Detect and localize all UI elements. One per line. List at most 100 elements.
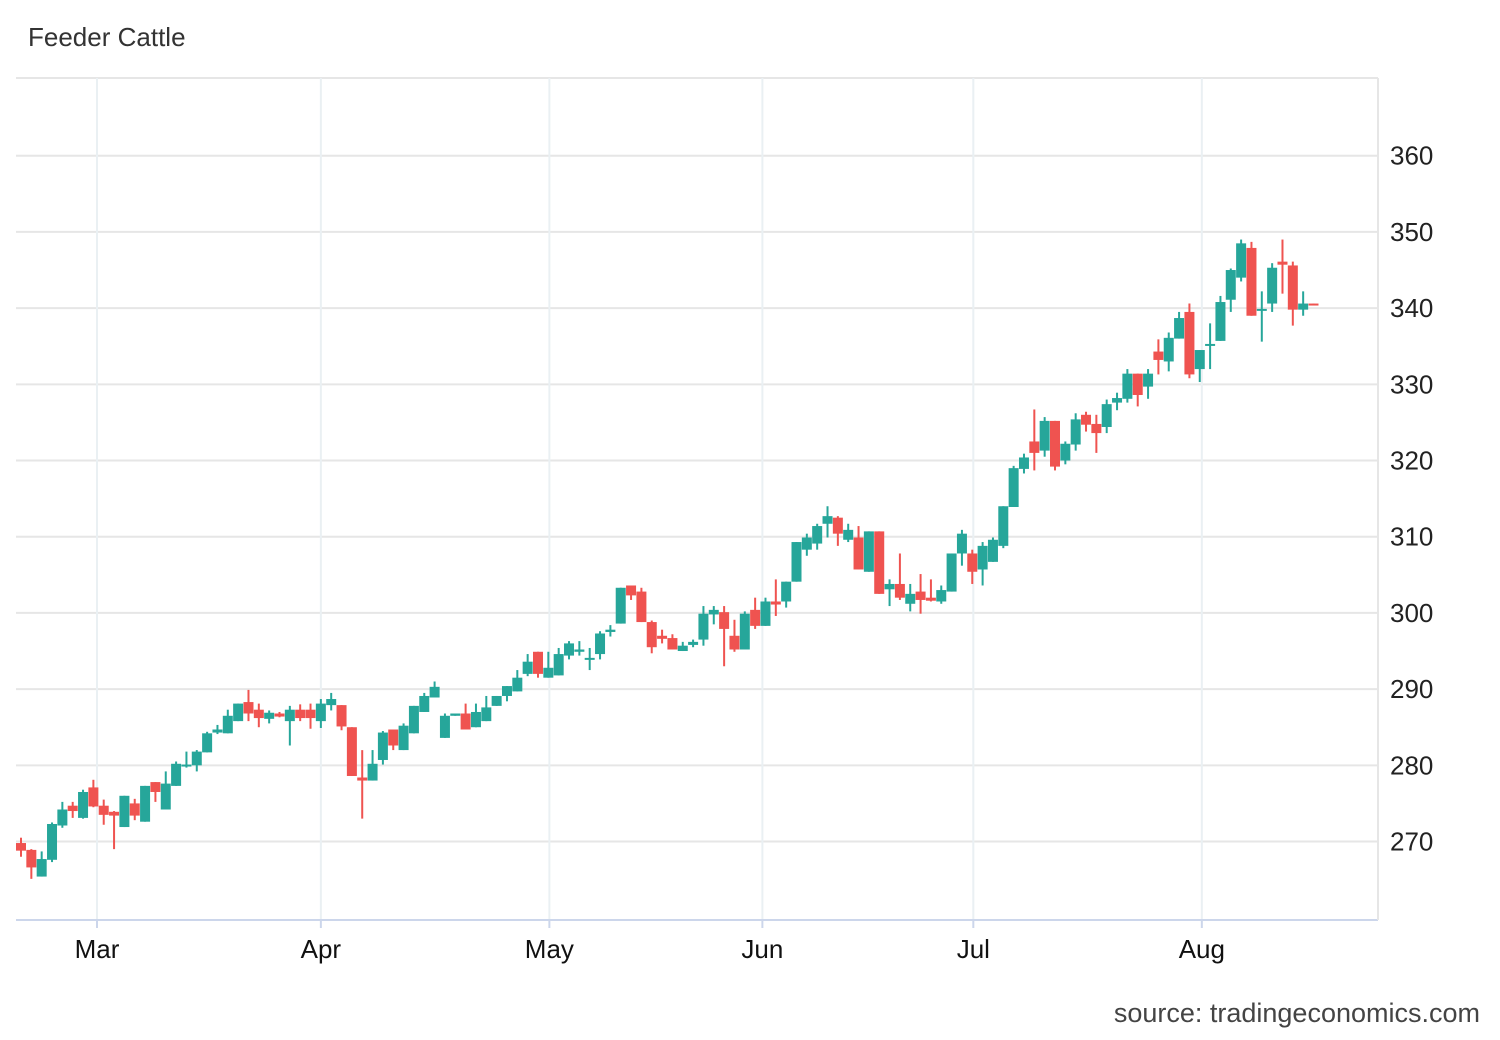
candle-up [677,641,688,652]
candle-up [564,641,575,660]
candle-body [719,612,730,629]
candle-down [874,531,885,594]
candle-down [460,703,471,730]
candle-body [677,645,688,652]
candle-down [98,799,109,825]
candle-down [636,587,647,623]
candle-body [956,533,967,554]
candle-down [67,801,78,818]
candle-up [78,789,89,819]
candle-body [1205,343,1216,346]
candle-down [925,579,936,602]
candle-body [243,702,254,714]
candle-up [946,553,957,592]
x-tick-label: Jul [957,934,990,964]
candle-body [1277,261,1288,265]
candle-body [1184,311,1195,375]
candle-down [1287,261,1298,326]
candle-body [874,531,885,594]
candle-body [553,654,564,676]
candle-up [905,583,916,612]
candle-down [1246,241,1257,316]
candle-up [233,703,244,722]
candle-up [1174,311,1185,339]
candle-up [419,692,430,712]
candle-up [264,710,275,724]
axes: 270 280 290 300 310 320 330 340 350 360 Mar Apr May J… [16,78,1433,964]
candle-body [191,751,202,766]
candle-up [398,723,409,751]
candle-up [584,647,595,671]
candle-body [491,695,502,706]
candle-body [460,713,471,730]
candle-body [284,709,295,722]
candle-body [150,782,161,792]
candle-up [1122,369,1133,403]
chart-title: Feeder Cattle [28,22,186,52]
candle-body [36,859,47,877]
candle-body [305,709,316,719]
candle-body [615,587,626,624]
candle-body [109,811,120,816]
candle-body [470,711,481,728]
candle-body [439,715,450,738]
candle-up [439,713,450,738]
candle-body [429,686,440,698]
candle-body [1287,265,1298,310]
candle-body [791,542,802,582]
candle-up [998,506,1009,549]
candle-body [626,585,637,596]
candle-down [657,629,668,644]
candle-up [1163,332,1174,372]
candle-body [1122,373,1133,399]
candle-body [863,531,874,572]
candle-body [326,699,337,706]
candle-down [274,711,285,718]
candle-body [78,791,89,818]
candle-up [739,611,750,650]
x-tick-label: Jun [741,934,783,964]
candle-body [1029,441,1040,453]
candle-body [801,537,812,550]
y-tick-label: 350 [1390,217,1433,247]
candle-body [1163,337,1174,362]
candle-body [233,703,244,722]
candle-body [1153,351,1164,360]
candle-down [336,705,347,731]
y-tick-label: 290 [1390,674,1433,704]
candle-body [1039,420,1050,451]
y-tick-label: 360 [1390,141,1433,171]
candle-body [843,529,854,540]
candle-body [1246,247,1257,316]
candle-body [1194,350,1205,370]
candle-down [357,750,368,819]
y-tick-label: 280 [1390,750,1433,780]
candle-up [191,750,202,772]
candle-up [822,506,833,538]
candle-body [1070,419,1081,445]
candle-body [832,517,843,534]
candle-up [326,692,337,711]
candle-body [1101,404,1112,427]
candle-body [408,705,419,734]
candle-up [1143,369,1154,399]
y-tick-label: 310 [1390,522,1433,552]
candle-body [915,591,926,600]
candle-down [967,549,978,584]
candle-up [1236,239,1247,282]
candle-down [646,620,657,654]
candle-up [1205,323,1216,370]
candle-up [36,851,47,877]
candle-up [688,639,699,648]
candle-down [26,849,37,879]
candle-down [750,597,761,629]
candle-up [1101,399,1112,434]
candle-body [1256,308,1267,311]
candle-body [925,597,936,601]
candle-body [688,641,699,645]
candle-down [88,779,99,808]
candle-down [1277,239,1288,294]
candle-up [429,681,440,698]
candle-up [977,542,988,586]
candle-body [346,727,357,776]
